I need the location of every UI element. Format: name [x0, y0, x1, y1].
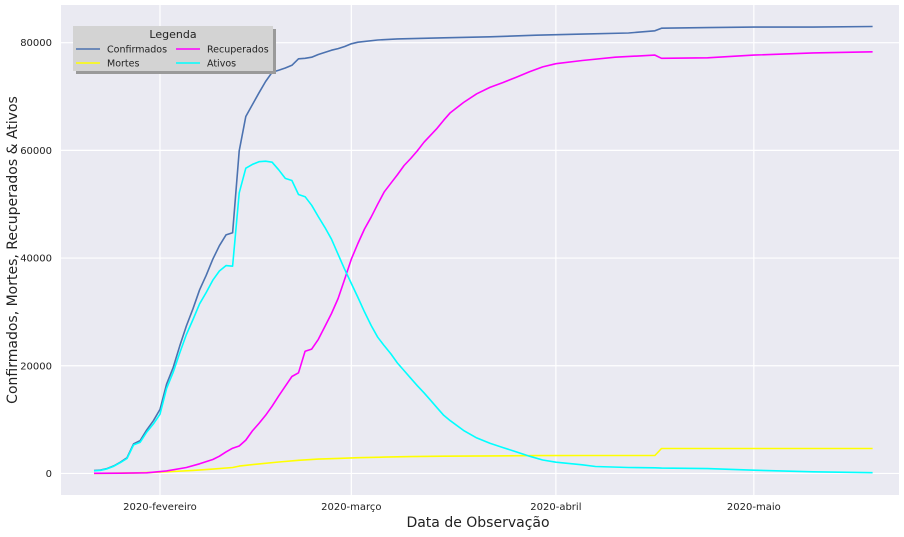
series-line-ativos — [93, 160, 873, 474]
legend-items: Confirmados Mortes Recuperados Ativos — [76, 45, 269, 70]
x-tick-label: 2020-maio — [727, 502, 781, 513]
x-tick-label: 2020-março — [321, 502, 381, 513]
x-axis-title: Data de Observação — [406, 515, 549, 531]
y-tick-label: 80000 — [20, 38, 52, 49]
y-tick-labels: 0 20000 40000 60000 80000 — [20, 38, 52, 480]
legend-item-ativos: Ativos — [176, 59, 236, 70]
series-lines — [93, 25, 873, 475]
legend-title: Legenda — [149, 28, 196, 41]
legend: Legenda Confirmados Mortes Recuperados Ativ… — [73, 26, 276, 74]
x-tick-labels: 2020-fevereiro 2020-março 2020-abril 2020-m… — [123, 502, 781, 513]
legend-label: Confirmados — [107, 45, 167, 56]
gridlines — [61, 5, 899, 495]
legend-item-mortes: Mortes — [76, 59, 139, 70]
legend-label: Recuperados — [207, 45, 269, 56]
legend-item-confirmados: Confirmados — [76, 45, 167, 56]
legend-label: Ativos — [207, 59, 236, 70]
x-tick-label: 2020-fevereiro — [123, 502, 197, 513]
y-tick-label: 0 — [46, 469, 52, 480]
legend-label: Mortes — [107, 59, 139, 70]
y-axis-title: Confirmados, Mortes, Recuperados & Ativo… — [5, 96, 21, 404]
x-tick-label: 2020-abril — [530, 502, 581, 513]
series-line-mortes — [93, 447, 873, 475]
y-tick-label: 20000 — [20, 361, 52, 372]
plot-area — [61, 5, 899, 495]
y-tick-label: 60000 — [20, 146, 52, 157]
legend-item-recuperados: Recuperados — [176, 45, 269, 56]
series-line-recuperados — [93, 51, 873, 475]
series-line-confirmados — [93, 25, 873, 472]
y-tick-label: 40000 — [20, 254, 52, 265]
legend-box — [73, 26, 273, 71]
